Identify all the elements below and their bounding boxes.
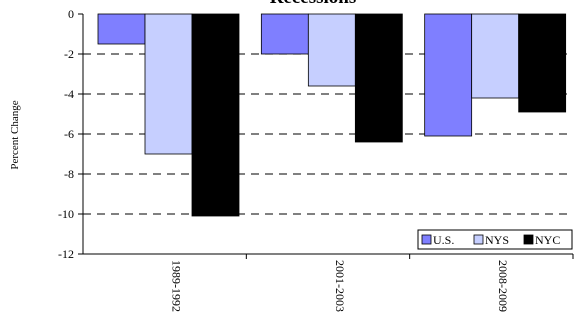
bar-us-1989-1992 (97, 13, 146, 45)
x-tick-label: 2008-2009 (496, 260, 510, 312)
y-tick-label: -12 (58, 247, 74, 261)
bars (97, 13, 567, 217)
y-tick-label: -8 (64, 167, 74, 181)
bar-nyc-1989-1992 (191, 13, 240, 217)
bar-us-2001-2003 (260, 13, 309, 55)
x-tick-label: 1989-1992 (170, 260, 184, 312)
legend: U.S. NYS NYC (417, 229, 573, 250)
y-tick-label: -2 (64, 47, 74, 61)
bar-nyc-2008-2009 (518, 13, 567, 113)
legend-box (417, 229, 573, 250)
legend-swatch (421, 234, 432, 245)
chart-title: Recessions (270, 0, 357, 8)
x-tick-label: 2001-2003 (333, 260, 347, 312)
axes: 0 -2 -4 -6 -8 -10 -12 1989-1992 2001-2003 2008-20… (58, 7, 574, 312)
bar-nys-2001-2003 (307, 13, 356, 87)
legend-swatch (523, 234, 534, 245)
y-tick-label: -4 (64, 87, 74, 101)
legend-label: NYS (485, 233, 509, 247)
y-tick-label: -6 (64, 127, 74, 141)
legend-swatch (473, 234, 484, 245)
y-tick-label: -10 (58, 207, 74, 221)
legend-label: NYC (535, 233, 560, 247)
bar-nys-2008-2009 (471, 13, 520, 99)
bar-us-2008-2009 (424, 13, 473, 137)
bar-nyc-2001-2003 (354, 13, 403, 143)
y-axis-label: Percent Change (9, 100, 21, 169)
y-tick-label: 0 (68, 7, 74, 21)
legend-label: U.S. (433, 233, 454, 247)
bar-nys-1989-1992 (144, 13, 193, 155)
